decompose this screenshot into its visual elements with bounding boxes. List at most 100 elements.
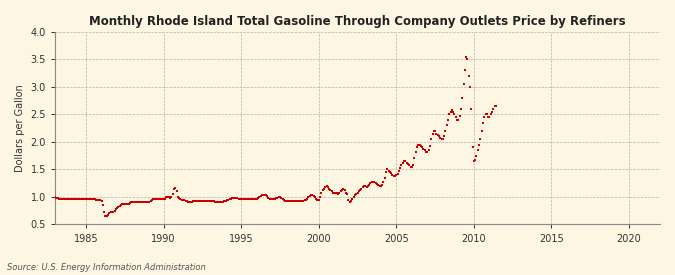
- Point: [178, 198, 188, 202]
- Point: [357, 185, 368, 189]
- Point: [223, 197, 234, 202]
- Point: [65, 196, 76, 201]
- Point: [489, 104, 500, 108]
- Point: [364, 183, 375, 187]
- Point: [379, 175, 390, 180]
- Point: [145, 199, 156, 203]
- Point: [360, 184, 371, 188]
- Point: [313, 198, 324, 202]
- Point: [483, 115, 493, 119]
- Point: [156, 196, 167, 201]
- Point: [159, 196, 170, 201]
- Point: [348, 195, 359, 199]
- Point: [320, 185, 331, 189]
- Point: [340, 190, 351, 195]
- Point: [330, 190, 341, 195]
- Point: [368, 179, 379, 184]
- Point: [72, 196, 82, 201]
- Point: [238, 196, 249, 201]
- Point: [373, 183, 383, 187]
- Point: [74, 196, 85, 201]
- Point: [488, 107, 499, 111]
- Point: [117, 201, 128, 206]
- Point: [441, 123, 452, 128]
- Point: [392, 172, 403, 176]
- Point: [277, 197, 288, 201]
- Point: [362, 184, 373, 188]
- Point: [114, 204, 125, 208]
- Point: [475, 137, 486, 141]
- Point: [163, 195, 174, 199]
- Point: [327, 190, 338, 195]
- Point: [161, 195, 171, 199]
- Point: [464, 85, 475, 89]
- Point: [76, 196, 86, 201]
- Point: [316, 191, 327, 195]
- Point: [108, 210, 119, 214]
- Point: [395, 166, 406, 170]
- Point: [217, 200, 227, 204]
- Point: [398, 161, 408, 165]
- Point: [97, 203, 108, 207]
- Point: [142, 200, 153, 205]
- Point: [211, 200, 222, 204]
- Point: [378, 179, 389, 184]
- Point: [64, 196, 75, 201]
- Point: [387, 173, 398, 177]
- Point: [267, 197, 277, 201]
- Point: [251, 196, 262, 201]
- Point: [356, 186, 367, 191]
- Point: [157, 196, 168, 201]
- Point: [351, 192, 362, 196]
- Point: [436, 137, 447, 141]
- Point: [192, 199, 202, 203]
- Point: [289, 199, 300, 203]
- Point: [405, 164, 416, 169]
- Point: [248, 196, 259, 201]
- Point: [244, 196, 254, 201]
- Point: [444, 112, 455, 117]
- Point: [421, 150, 431, 154]
- Point: [382, 167, 393, 172]
- Point: [81, 196, 92, 201]
- Point: [136, 200, 147, 204]
- Point: [461, 54, 472, 59]
- Point: [319, 186, 329, 191]
- Point: [446, 109, 456, 114]
- Point: [294, 199, 305, 203]
- Point: [252, 196, 263, 200]
- Point: [416, 144, 427, 148]
- Point: [256, 193, 267, 197]
- Point: [94, 198, 105, 202]
- Point: [82, 196, 92, 201]
- Point: [205, 199, 215, 203]
- Point: [131, 200, 142, 204]
- Point: [92, 197, 103, 202]
- Point: [254, 195, 265, 199]
- Point: [355, 188, 366, 192]
- Point: [176, 198, 187, 202]
- Point: [346, 199, 356, 203]
- Point: [224, 197, 235, 201]
- Point: [101, 214, 112, 218]
- Point: [323, 185, 333, 189]
- Point: [388, 174, 399, 178]
- Point: [426, 137, 437, 141]
- Point: [385, 170, 396, 174]
- Point: [88, 197, 99, 201]
- Point: [236, 196, 246, 201]
- Point: [385, 171, 396, 175]
- Point: [128, 200, 139, 204]
- Point: [326, 189, 337, 194]
- Point: [124, 201, 134, 206]
- Point: [439, 134, 450, 139]
- Point: [202, 199, 213, 203]
- Point: [298, 199, 308, 203]
- Point: [329, 190, 340, 195]
- Point: [352, 191, 363, 195]
- Point: [214, 200, 225, 205]
- Point: [190, 199, 201, 204]
- Point: [68, 196, 78, 201]
- Point: [84, 196, 95, 201]
- Point: [200, 199, 211, 203]
